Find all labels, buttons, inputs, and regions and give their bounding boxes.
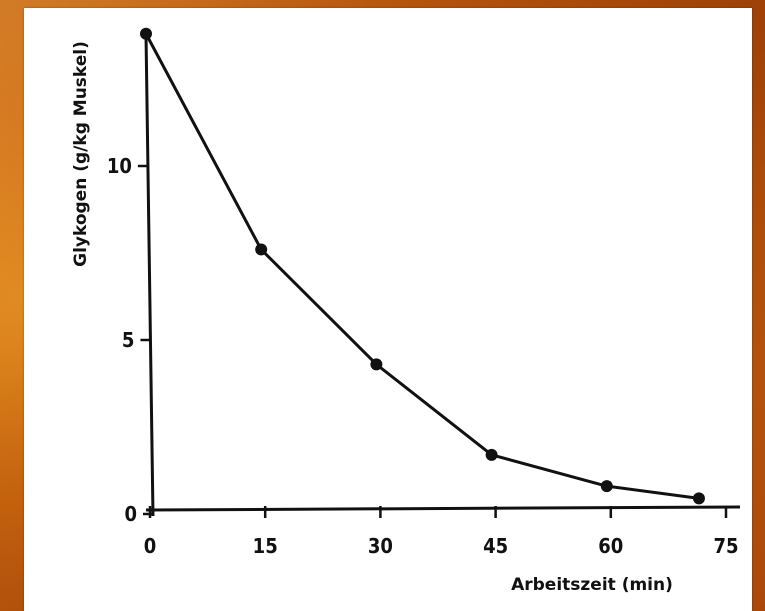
- data-point: [140, 27, 152, 40]
- y-axis-line: [144, 33, 155, 517]
- x-tick-label: 45: [483, 534, 508, 558]
- series-line: [144, 33, 700, 500]
- chart-ticks: 0 15 30 45 60 75 0 5 10: [107, 154, 739, 558]
- chart-axes: [144, 33, 741, 517]
- y-axis-label: Glykogen (g/kg Muskel): [71, 41, 91, 267]
- data-point: [370, 358, 383, 371]
- data-point: [600, 480, 613, 493]
- x-tick-label: 75: [713, 534, 738, 558]
- x-tick-label: 60: [598, 534, 623, 558]
- data-point: [692, 492, 705, 505]
- x-tick-label: 15: [253, 534, 278, 558]
- x-axis-label: Arbeitszeit (min): [511, 575, 673, 595]
- chart-paper: [24, 8, 752, 611]
- data-point: [485, 448, 498, 461]
- x-axis-line: [145, 505, 741, 512]
- chart-series: [140, 27, 705, 505]
- data-point: [255, 243, 268, 256]
- y-tick-label: 0: [124, 502, 137, 526]
- y-tick-label: 10: [107, 154, 132, 178]
- x-tick-label: 30: [368, 534, 393, 558]
- y-tick-label: 5: [122, 328, 135, 352]
- x-tick-label: 0: [144, 534, 157, 558]
